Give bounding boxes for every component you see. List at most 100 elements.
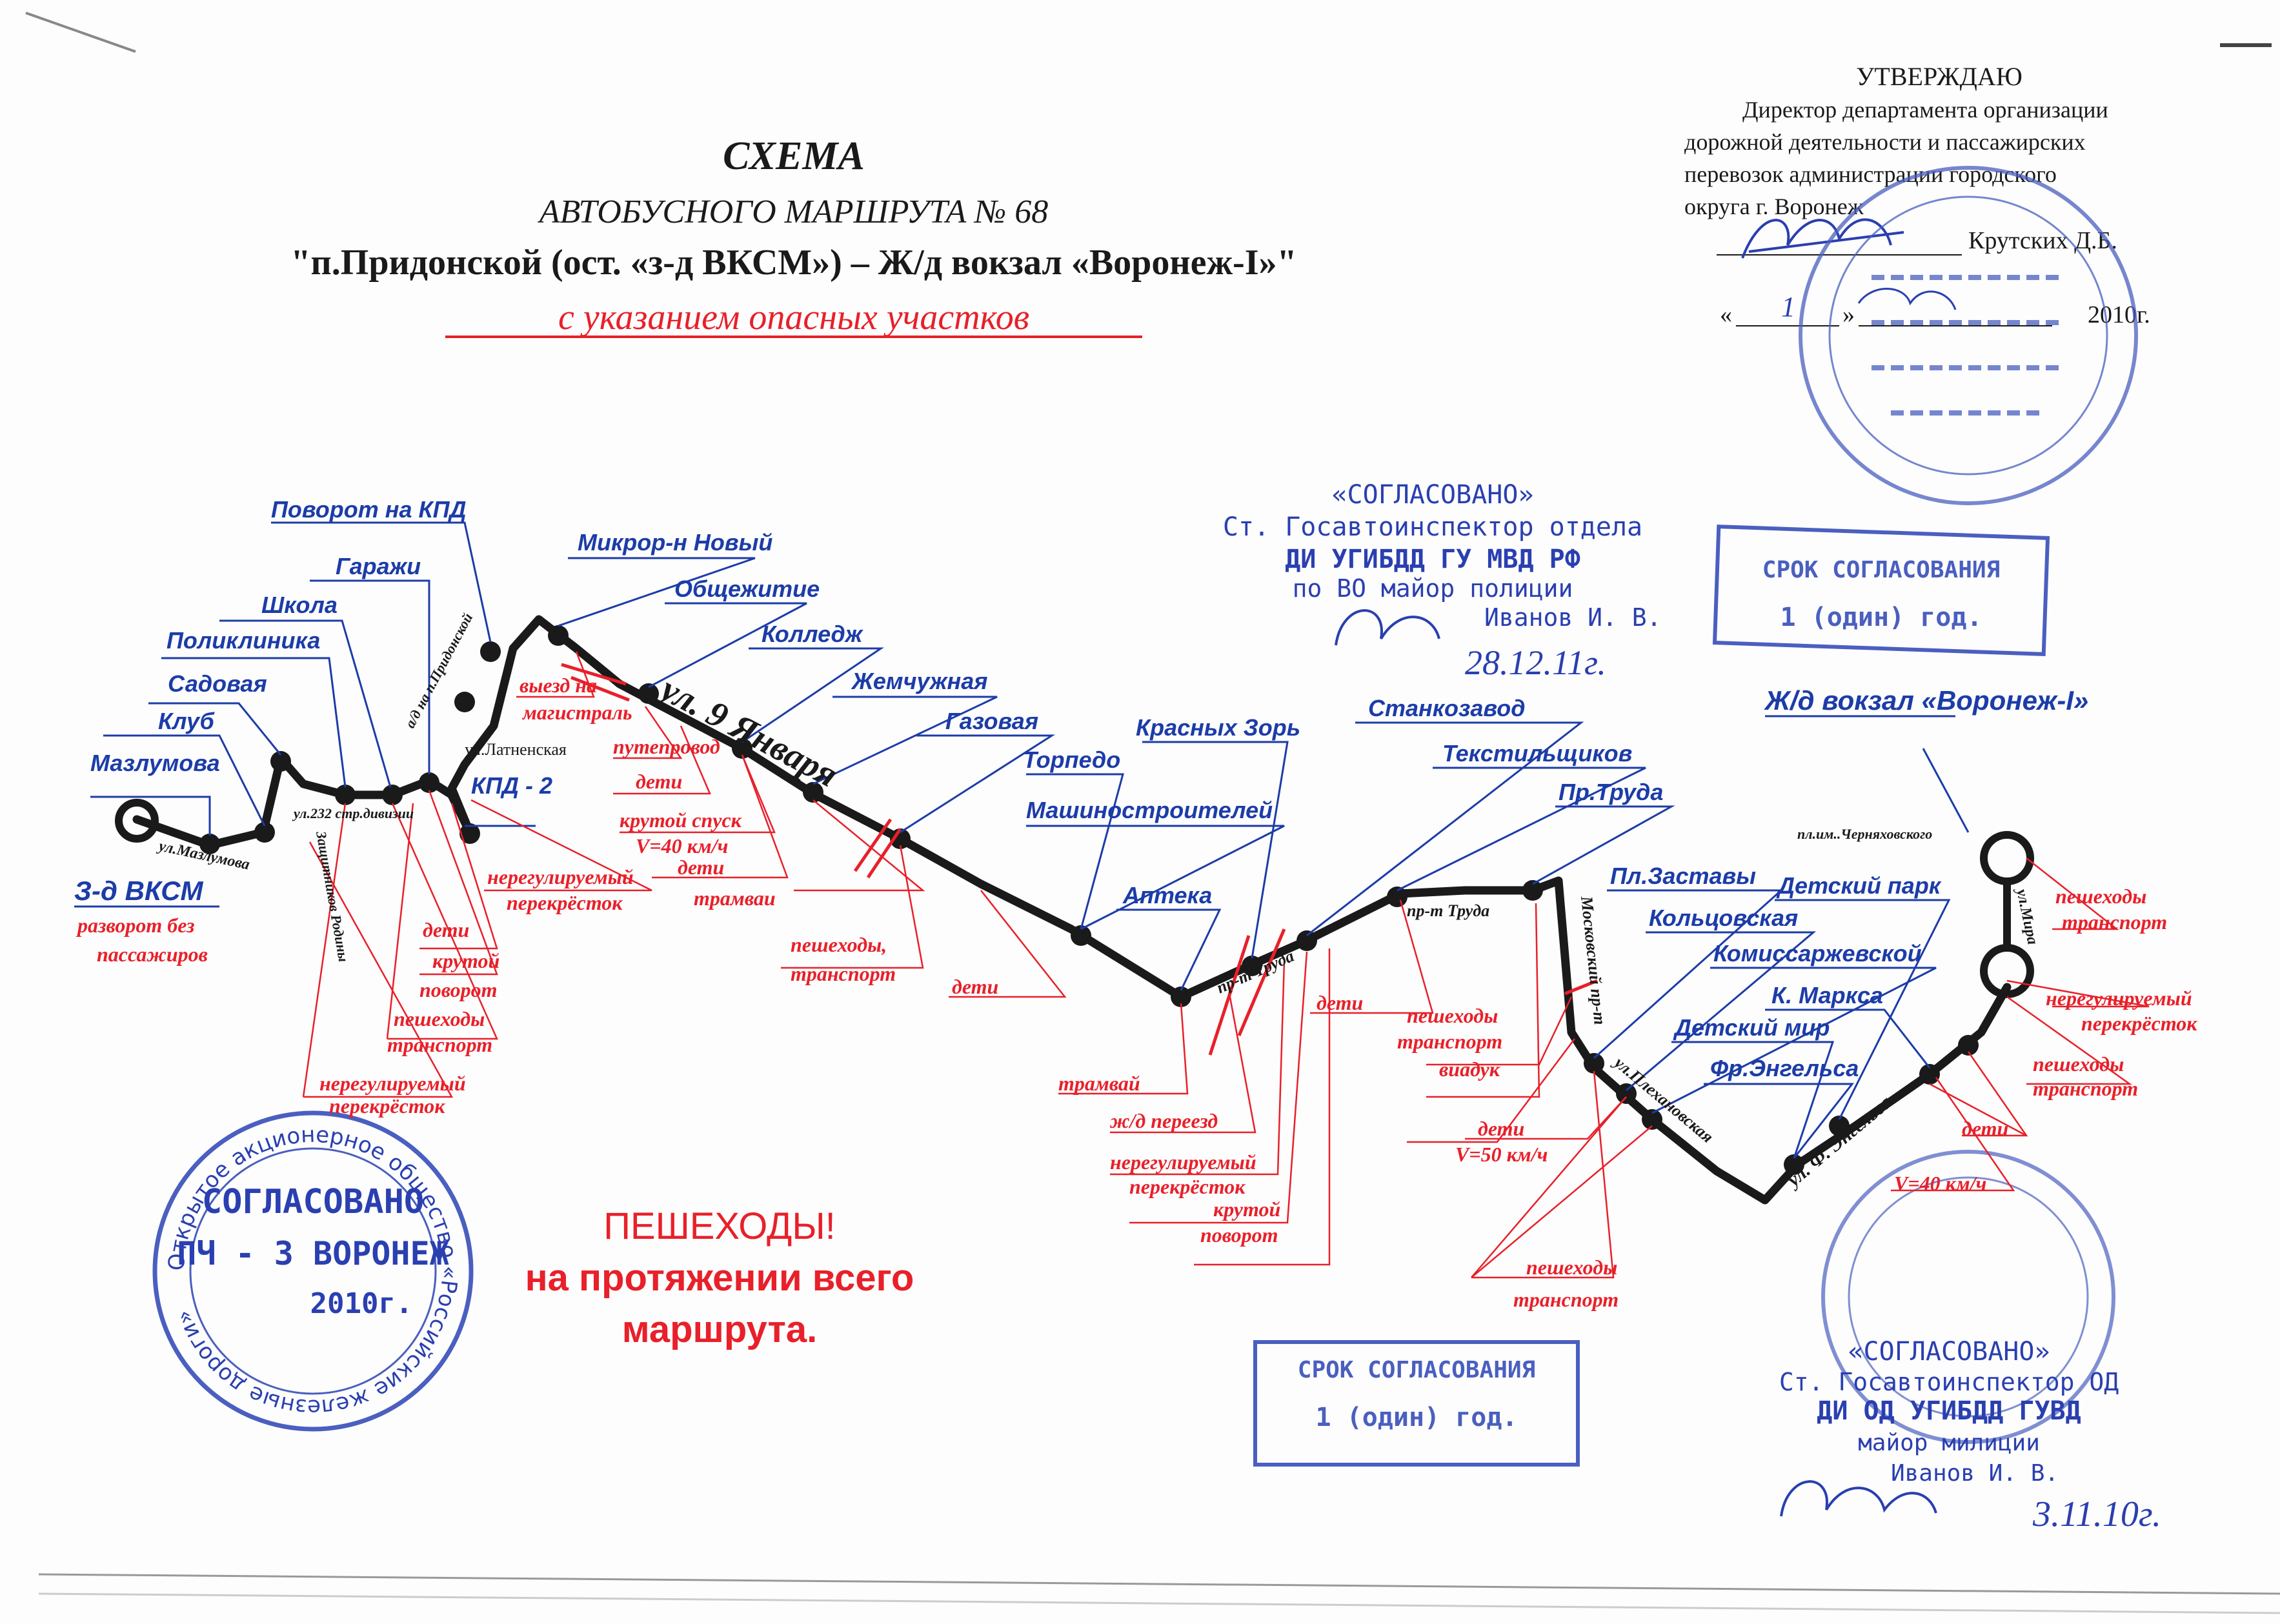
- stop-label-pr-truda: Пр.Труда: [1559, 779, 1663, 805]
- danger-peshehody-6: пешеходы: [1526, 1256, 1617, 1279]
- danger-leader-lines: [302, 651, 2150, 1279]
- stamp-bottom-line-1: Ст. Госавтоинспектор ОД: [1779, 1368, 2119, 1396]
- danger-v40b: V=40 км/ч: [1894, 1172, 1986, 1195]
- street-label-mira: ул.Мира: [2013, 886, 2041, 946]
- danger-transport-1: транспорт: [387, 1033, 492, 1056]
- approval-line-2: дорожной деятельности и пассажирских: [1684, 129, 2086, 155]
- stop-markers: [199, 625, 1979, 1175]
- approval-date-year: 2010г.: [2088, 301, 2150, 328]
- stop-label-fr-engelsa: Фр.Энгельса: [1710, 1055, 1859, 1081]
- danger-peshehody-5: пешеходы: [1407, 1004, 1498, 1027]
- danger-viaduk: виадук: [1439, 1058, 1500, 1081]
- danger-transport-2: транспорт: [791, 962, 896, 985]
- stop-label-koltsovskaya: Кольцовская: [1649, 905, 1798, 931]
- danger-perekr-4: перекрёсток: [2081, 1012, 2197, 1035]
- danger-deti-2: дети: [636, 770, 682, 793]
- stop-label-kolledzh: Колледж: [762, 621, 864, 647]
- stamp-top-line-3: по ВО майор полиции: [1293, 574, 1573, 603]
- danger-razvorot-1: разворот без: [76, 914, 194, 937]
- danger-deti-1: дети: [423, 918, 469, 941]
- validity-stamp-2-line-2: 1 (один) год.: [1315, 1403, 1517, 1432]
- stamp-top-line-4: Иванов И. В.: [1484, 603, 1662, 632]
- stop-labels: Мазлумова Клуб Садовая Поликлиника Школа…: [74, 496, 2088, 1081]
- validity-stamp-2-line-1: СРОК СОГЛАСОВАНИЯ: [1298, 1357, 1535, 1383]
- stop-label-detsky-mir: Детский мир: [1673, 1014, 1830, 1041]
- validity-stamp-1-line-1: СРОК СОГЛАСОВАНИЯ: [1762, 557, 2000, 583]
- department-round-stamp: [1799, 166, 2138, 505]
- stop-label-zavod-vksm: З-д ВКСМ: [74, 876, 204, 906]
- validity-stamp-2: СРОК СОГЛАСОВАНИЯ 1 (один) год.: [1253, 1340, 1580, 1467]
- danger-transport-6: транспорт: [1513, 1288, 1619, 1311]
- stamp-bottom-line-4: Иванов И. В.: [1891, 1460, 2059, 1487]
- director-signature: [1741, 218, 1904, 259]
- stamp-top-title: «СОГЛАСОВАНО»: [1331, 480, 1533, 510]
- danger-tramvai-1: трамваи: [694, 887, 776, 910]
- danger-perekr-3: перекрёсток: [1129, 1175, 1246, 1198]
- danger-povorot-1: поворот: [419, 978, 498, 1001]
- scheme-title: СХЕМА: [723, 134, 865, 178]
- warning-line-3: маршрута.: [622, 1308, 818, 1350]
- stop-label-sadovaya: Садовая: [168, 670, 267, 697]
- warning-line-2: на протяжении всего: [525, 1257, 914, 1299]
- stamp-bottom-date: 3.11.10г.: [2032, 1494, 2161, 1534]
- stamp-bottom-line-2: ДИ ОД УГИБДД ГУВД: [1817, 1396, 2081, 1426]
- stop-label-apteka: Аптека: [1122, 882, 1212, 908]
- warning-line-1: ПЕШЕХОДЫ!: [603, 1205, 836, 1247]
- stop-label-zhemchuzhnaya: Жемчужная: [851, 668, 987, 694]
- stop-label-kpd-2: КПД - 2: [471, 772, 552, 799]
- danger-povorot-2: поворот: [1200, 1223, 1278, 1247]
- stop-label-torpedo: Торпедо: [1023, 747, 1120, 773]
- approval-heading: УТВЕРЖДАЮ: [1856, 62, 2023, 91]
- danger-perekr-1: перекрёсток: [329, 1094, 445, 1118]
- stop-label-gazovaya: Газовая: [945, 708, 1038, 734]
- pedestrian-warning: ПЕШЕХОДЫ! на протяжении всего маршрута.: [525, 1205, 914, 1350]
- stop-label-mashinostroiteley: Машиностроителей: [1026, 797, 1273, 823]
- danger-razvorot-2: пассажиров: [97, 943, 208, 966]
- railway-stamp-line-1: СОГЛАСОВАНО: [202, 1183, 424, 1221]
- inspector-signature-top: [1335, 609, 1440, 646]
- inspector-signature-bottom: [1780, 1480, 1937, 1517]
- stop-label-detsky-park: Детский парк: [1776, 872, 1942, 899]
- danger-vyezd: выезд на: [520, 674, 597, 697]
- railway-stamp-line-2: ПЧ - 3 ВОРОНЕЖ: [177, 1235, 449, 1272]
- stop-label-komissarzhevskoy: Комиссаржевской: [1713, 940, 1922, 967]
- traffic-police-approval-stamp-bottom: «СОГЛАСОВАНО» Ст. Госавтоинспектор ОД ДИ…: [1779, 1150, 2161, 1534]
- danger-deti-5: дети: [1317, 991, 1363, 1014]
- danger-deti-3: дети: [678, 856, 724, 879]
- stop-label-mazlumova: Мазлумова: [90, 750, 220, 776]
- stop-label-shkola: Школа: [261, 592, 338, 618]
- stop-label-terminal: Ж/д вокзал «Воронеж-I»: [1764, 685, 2088, 716]
- approval-date-day: 1: [1781, 291, 1795, 323]
- approval-line-4: округа г. Воронеж: [1684, 194, 1864, 219]
- stop-label-stankozavod: Станкозавод: [1368, 695, 1526, 721]
- stamp-bottom-line-3: майор милиции: [1858, 1430, 2040, 1456]
- danger-nereg-1: нерегулируемый: [319, 1072, 466, 1095]
- stamp-top-date: 28.12.11г.: [1465, 643, 1606, 682]
- validity-stamp-1: СРОК СОГЛАСОВАНИЯ 1 (один) год.: [1712, 525, 2050, 656]
- stop-label-obshchezhitie: Общежитие: [674, 576, 820, 602]
- header: СХЕМА АВТОБУСНОГО МАРШРУТА № 68 "п.Придо…: [290, 134, 1297, 338]
- danger-peshehody-8: пешеходы: [2033, 1052, 2124, 1076]
- bus-route-line: [115, 615, 2034, 1205]
- stop-label-garazhi: Гаражи: [336, 553, 421, 579]
- danger-nereg-3: нерегулируемый: [1110, 1150, 1256, 1174]
- danger-zhd-pereezd: ж/д переезд: [1109, 1109, 1218, 1132]
- danger-krutoy-1: крутой: [432, 949, 499, 972]
- street-label-pr-truda-2: пр-т Труда: [1407, 901, 1489, 920]
- stamp-top-line-2: ДИ УГИБДД ГУ МВД РФ: [1285, 545, 1580, 574]
- danger-transport-7: транспорт: [2062, 910, 2167, 934]
- validity-stamp-1-line-2: 1 (один) год.: [1780, 603, 1982, 632]
- street-label-pridonskoy-road: а/д на п.Придонской: [401, 610, 476, 730]
- stop-label-povorot-kpd: Поворот на КПД: [271, 496, 467, 523]
- stop-label-klub: Клуб: [158, 708, 216, 734]
- approval-line-1: Директор департамента организации: [1742, 97, 2108, 123]
- danger-deti-7: дети: [1962, 1117, 2008, 1140]
- danger-v50: V=50 км/ч: [1455, 1143, 1548, 1166]
- danger-nereg-4: нерегулируемый: [2046, 987, 2192, 1010]
- danger-labels: разворот без пассажиров дети крутой пово…: [76, 674, 2197, 1311]
- street-label-latnenskaya: ул.Латненская: [465, 740, 567, 759]
- street-label-zashchitnikov: Защитников Родины: [313, 830, 352, 963]
- danger-peshehody-7: пешеходы: [2055, 885, 2146, 908]
